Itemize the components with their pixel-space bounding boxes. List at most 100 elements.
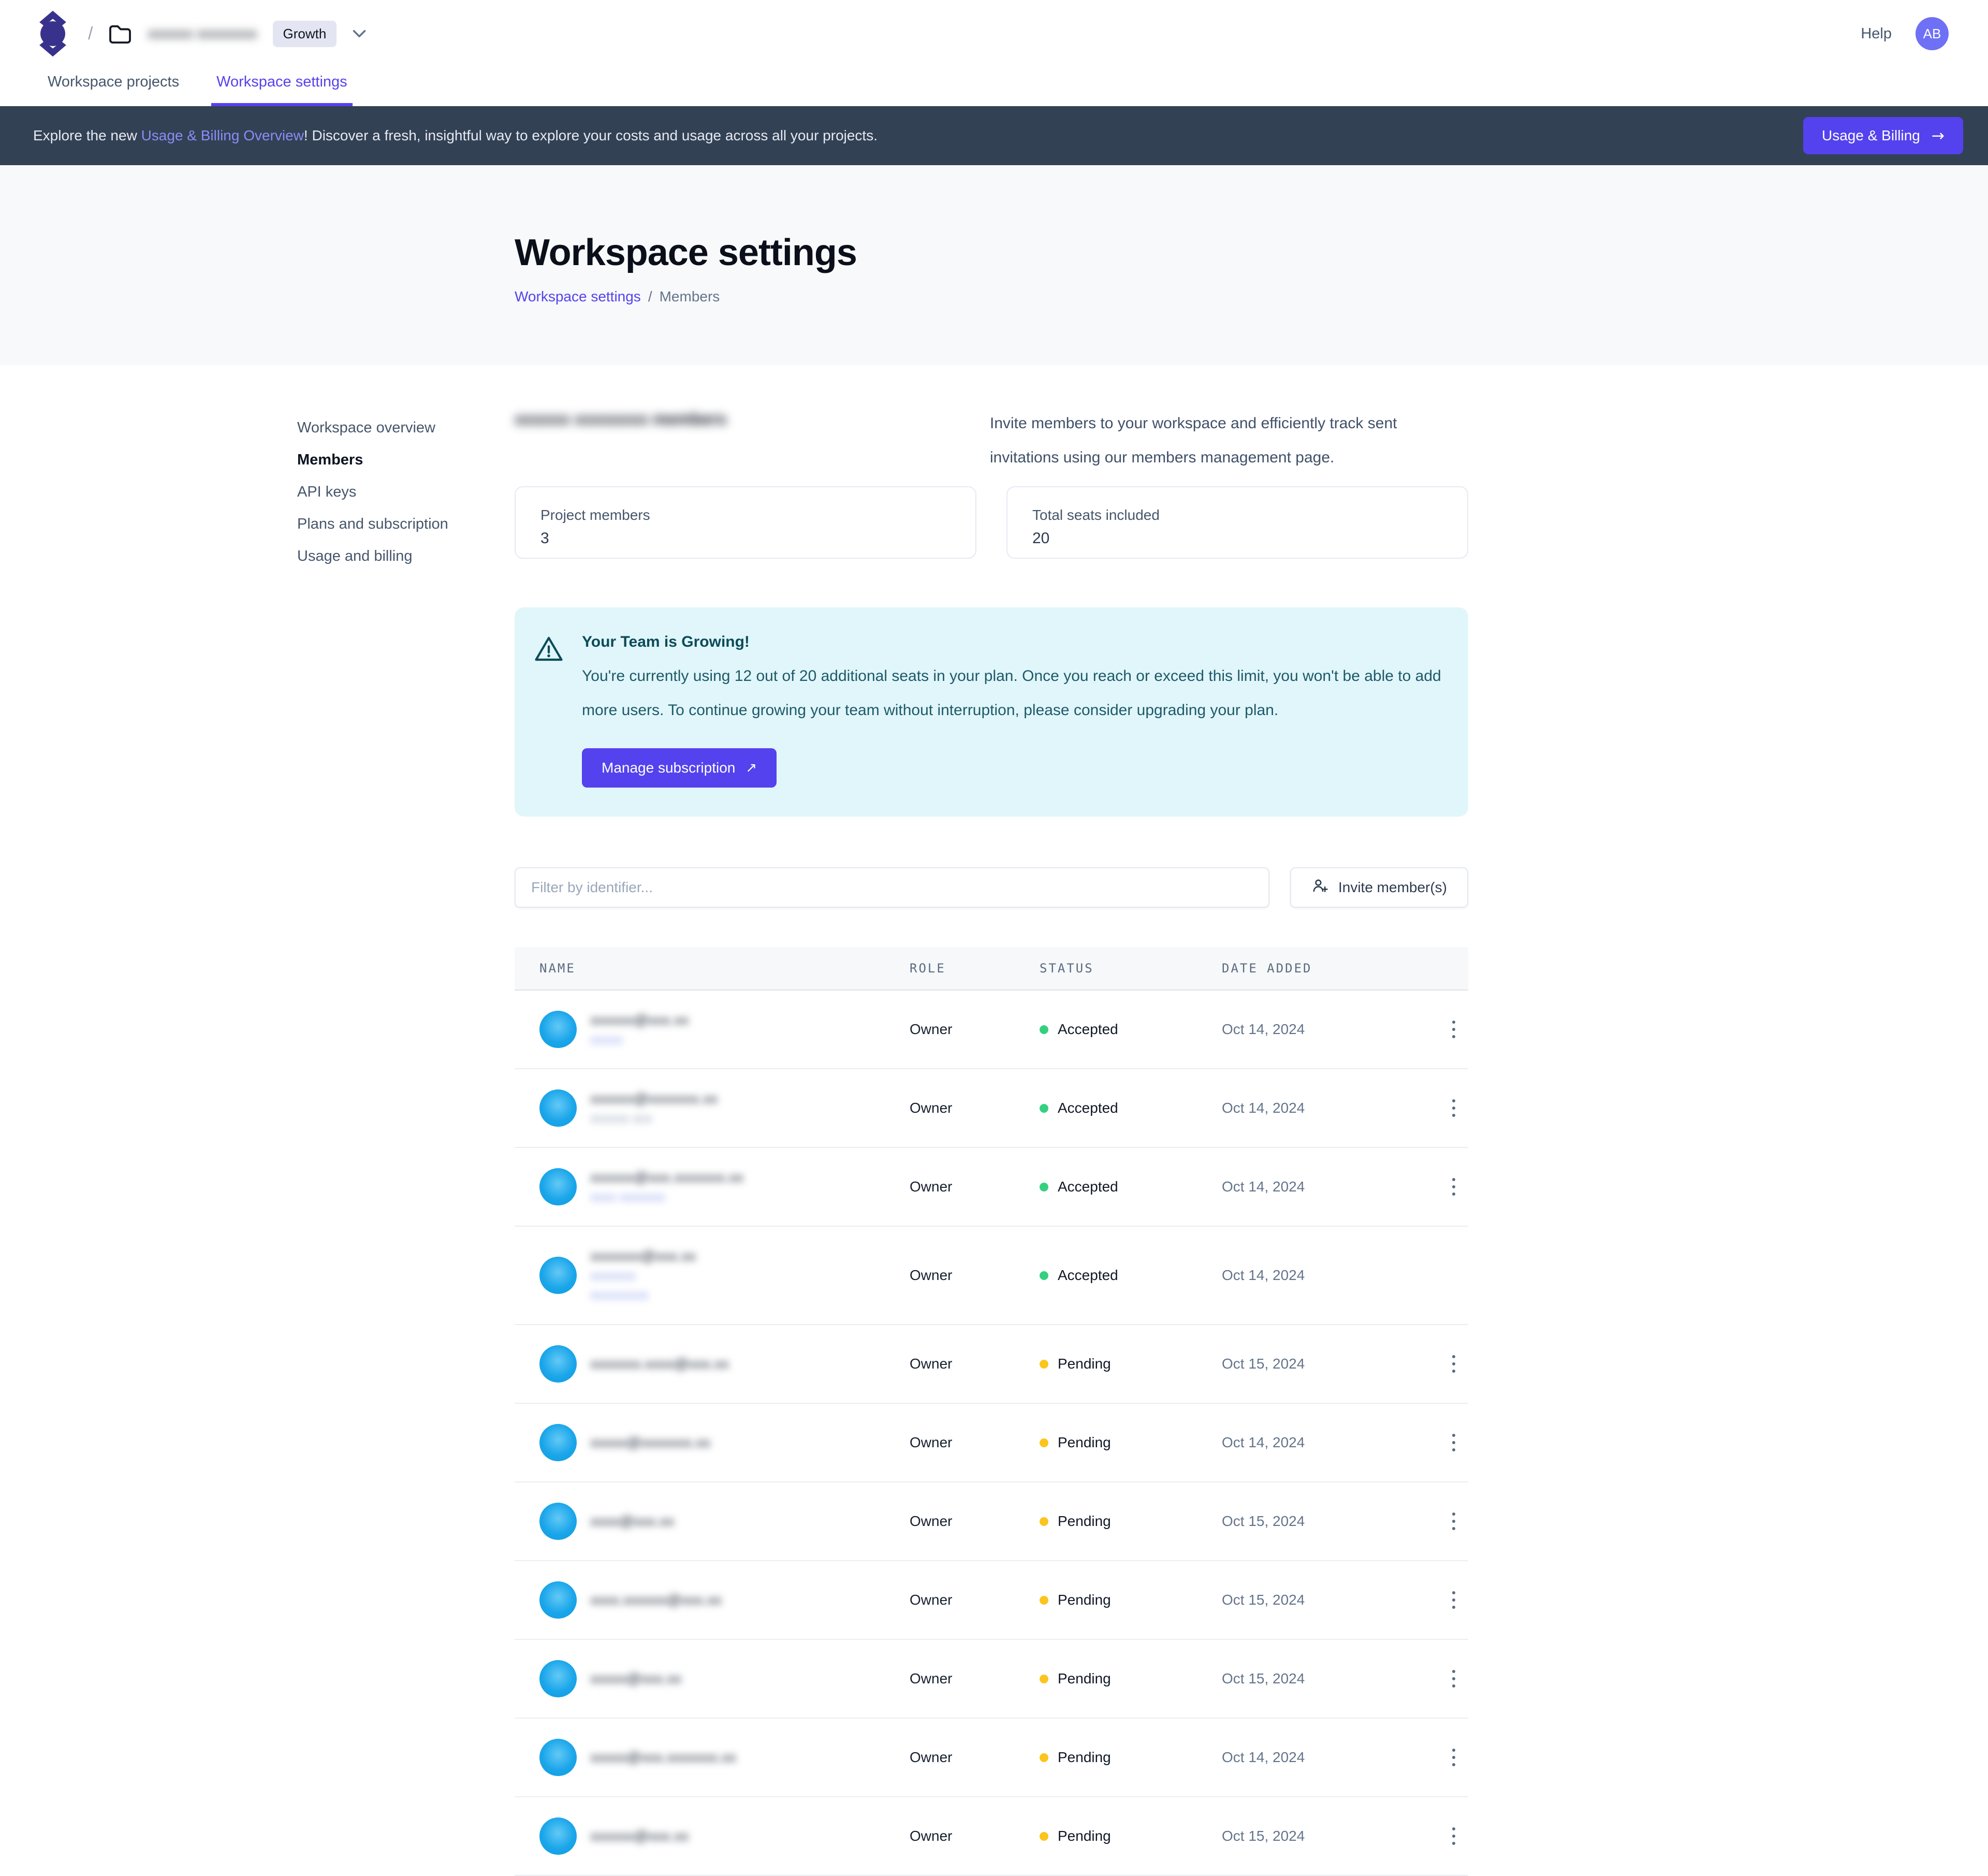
banner-link[interactable]: Usage & Billing Overview bbox=[141, 127, 304, 143]
member-role: Owner bbox=[910, 1513, 953, 1529]
members-section-heading: xxxxxx xxxxxxxx members bbox=[515, 410, 727, 428]
tab-workspace-settings[interactable]: Workspace settings bbox=[211, 67, 353, 106]
member-email: xxxxxx@xxx.xxxxxxx.xx bbox=[590, 1169, 743, 1185]
avatar bbox=[539, 1345, 577, 1383]
sidebar-item-usage-billing[interactable]: Usage and billing bbox=[297, 547, 413, 564]
table-row: xxxxx@xxx.xx Owner Pending Oct 15, 2024 bbox=[515, 1640, 1468, 1719]
avatar bbox=[539, 1168, 577, 1205]
alert-content: Your Team is Growing! You're currently u… bbox=[582, 633, 1443, 788]
status-dot bbox=[1040, 1271, 1048, 1280]
members-table: NAME ROLE STATUS DATE ADDED xxxxxx@xxx.x… bbox=[515, 947, 1468, 1876]
avatar bbox=[539, 1660, 577, 1697]
member-email: xxxxxx@xxxxxxx.xx bbox=[590, 1090, 718, 1107]
settings-nav: Workspace overview Members API keys Plan… bbox=[297, 410, 515, 1876]
manage-subscription-button[interactable]: Manage subscription ↗ bbox=[582, 748, 777, 788]
date-added: Oct 14, 2024 bbox=[1222, 1267, 1305, 1283]
date-added: Oct 14, 2024 bbox=[1222, 1179, 1305, 1195]
workspace-tabs: Workspace projects Workspace settings bbox=[0, 67, 1988, 106]
project-members-card: Project members 3 bbox=[515, 486, 976, 559]
row-menu-button[interactable] bbox=[1439, 1586, 1468, 1614]
row-menu-button[interactable] bbox=[1439, 1173, 1468, 1201]
breadcrumb-separator: / bbox=[648, 288, 652, 304]
help-link[interactable]: Help bbox=[1861, 25, 1892, 42]
filter-input[interactable] bbox=[515, 867, 1269, 908]
member-email: xxxxxx@xxx.xx bbox=[590, 1011, 689, 1028]
members-toolbar: Invite member(s) bbox=[515, 867, 1468, 908]
status-dot bbox=[1040, 1025, 1048, 1034]
member-role: Owner bbox=[910, 1021, 953, 1037]
avatar bbox=[539, 1011, 577, 1048]
row-menu-button[interactable] bbox=[1439, 1350, 1468, 1378]
table-header: NAME ROLE STATUS DATE ADDED bbox=[515, 947, 1468, 991]
date-added: Oct 14, 2024 bbox=[1222, 1100, 1305, 1116]
status-label: Accepted bbox=[1058, 1179, 1118, 1195]
ory-logo-icon[interactable] bbox=[33, 9, 72, 59]
brand-row: / xxxxxx xxxxxxxx Growth Help AB bbox=[0, 0, 1988, 67]
row-menu-button[interactable] bbox=[1439, 1743, 1468, 1771]
usage-billing-button[interactable]: Usage & Billing → bbox=[1803, 117, 1963, 154]
warning-triangle-icon bbox=[534, 633, 563, 788]
user-avatar[interactable]: AB bbox=[1916, 17, 1949, 50]
sidebar-item-plans-subscription[interactable]: Plans and subscription bbox=[297, 515, 448, 532]
row-menu-button[interactable] bbox=[1439, 1429, 1468, 1457]
member-role: Owner bbox=[910, 1100, 953, 1116]
team-growing-alert: Your Team is Growing! You're currently u… bbox=[515, 607, 1468, 817]
row-menu-button[interactable] bbox=[1439, 1015, 1468, 1043]
column-header-status: STATUS bbox=[1040, 961, 1094, 976]
topbar: / xxxxxx xxxxxxxx Growth Help AB Workspa… bbox=[0, 0, 1988, 106]
member-email: xxxxxx@xxx.xx bbox=[590, 1828, 689, 1844]
status-dot bbox=[1040, 1438, 1048, 1447]
stat-cards: Project members 3 Total seats included 2… bbox=[515, 486, 1468, 559]
member-role: Owner bbox=[910, 1267, 953, 1283]
chevron-down-icon[interactable] bbox=[352, 29, 367, 38]
row-menu-button[interactable] bbox=[1439, 1094, 1468, 1122]
person-plus-icon bbox=[1311, 877, 1329, 898]
member-secondary: xxxx xxxxxxx bbox=[590, 1189, 665, 1204]
date-added: Oct 15, 2024 bbox=[1222, 1670, 1305, 1686]
banner-text-prefix: Explore the new bbox=[33, 127, 141, 143]
row-menu-button[interactable] bbox=[1439, 1665, 1468, 1693]
member-role: Owner bbox=[910, 1749, 953, 1765]
card-value: 20 bbox=[1032, 530, 1050, 547]
table-row: xxxxxx@xxx.xx Owner Pending Oct 15, 2024 bbox=[515, 1797, 1468, 1876]
table-row: xxxxxxx.xxxx@xxx.xx Owner Pending Oct 15… bbox=[515, 1325, 1468, 1404]
banner-text-suffix: ! Discover a fresh, insightful way to ex… bbox=[303, 127, 878, 143]
status-dot bbox=[1040, 1182, 1048, 1191]
arrow-up-right-icon: ↗ bbox=[746, 760, 757, 776]
member-role: Owner bbox=[910, 1356, 953, 1372]
breadcrumb: / xxxxxx xxxxxxxx Growth bbox=[33, 9, 1861, 59]
table-row: xxxxxx@xxxxxxx.xx xxxxxx xxx Owner Accep… bbox=[515, 1069, 1468, 1148]
arrow-right-icon: → bbox=[1931, 126, 1945, 145]
sidebar-item-api-keys[interactable]: API keys bbox=[297, 483, 357, 500]
member-role: Owner bbox=[910, 1828, 953, 1844]
status-dot bbox=[1040, 1595, 1048, 1605]
status-label: Pending bbox=[1058, 1434, 1111, 1450]
member-email: xxxx.xxxxxx@xxx.xx bbox=[590, 1592, 722, 1608]
row-menu-button[interactable] bbox=[1439, 1822, 1468, 1850]
member-email: xxxx@xxx.xx bbox=[590, 1513, 675, 1529]
usage-billing-banner: Explore the new Usage & Billing Overview… bbox=[0, 106, 1988, 165]
column-header-role: ROLE bbox=[910, 961, 946, 976]
breadcrumb-current: Members bbox=[659, 288, 720, 304]
breadcrumb-workspace-settings[interactable]: Workspace settings bbox=[515, 288, 641, 304]
sidebar-item-members[interactable]: Members bbox=[297, 451, 363, 468]
sidebar-item-workspace-overview[interactable]: Workspace overview bbox=[297, 419, 436, 436]
invite-members-button[interactable]: Invite member(s) bbox=[1290, 867, 1468, 908]
tab-workspace-projects[interactable]: Workspace projects bbox=[48, 74, 180, 90]
row-menu-button[interactable] bbox=[1439, 1507, 1468, 1535]
date-added: Oct 15, 2024 bbox=[1222, 1828, 1305, 1844]
table-row: xxxxxxx@xxx.xx xxxxxxx xxxxxxxxx Owner A… bbox=[515, 1227, 1468, 1325]
avatar bbox=[539, 1424, 577, 1461]
alert-title: Your Team is Growing! bbox=[582, 633, 750, 650]
status-label: Pending bbox=[1058, 1828, 1111, 1844]
plan-badge[interactable]: Growth bbox=[272, 20, 337, 47]
date-added: Oct 15, 2024 bbox=[1222, 1592, 1305, 1608]
member-email: xxxxxxx@xxx.xx bbox=[590, 1248, 696, 1264]
workspace-name[interactable]: xxxxxx xxxxxxxx bbox=[148, 25, 257, 42]
avatar bbox=[539, 1503, 577, 1540]
avatar bbox=[539, 1817, 577, 1855]
avatar bbox=[539, 1581, 577, 1619]
status-label: Pending bbox=[1058, 1356, 1111, 1372]
status-dot bbox=[1040, 1103, 1048, 1113]
avatar bbox=[539, 1257, 577, 1294]
